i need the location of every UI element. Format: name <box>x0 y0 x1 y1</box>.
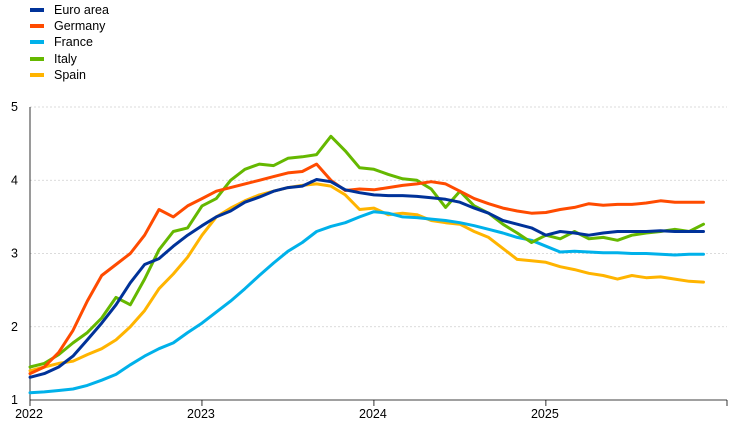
series-lines <box>28 134 705 395</box>
series-line-germany <box>28 162 705 376</box>
y-tick-label: 3 <box>11 247 18 261</box>
series-line-france <box>28 210 705 395</box>
series-line-euro-area <box>28 178 705 379</box>
x-tick-labels: 2022 2023 2024 2025 <box>15 407 559 421</box>
legend-item: France <box>30 34 109 50</box>
legend-item: Italy <box>30 51 109 67</box>
series-line-spain <box>28 182 705 373</box>
x-tick-label: 2022 <box>15 407 43 421</box>
y-tick-labels: 1 2 3 4 5 <box>11 100 18 407</box>
legend-swatch <box>30 24 44 29</box>
legend-label: France <box>54 35 93 50</box>
legend-label: Germany <box>54 19 106 34</box>
x-tick-label: 2025 <box>531 407 559 421</box>
legend-label: Italy <box>54 51 77 66</box>
series-line-italy <box>28 134 705 369</box>
legend-item: Euro area <box>30 2 109 18</box>
legend-swatch <box>30 72 44 77</box>
legend-swatch <box>30 40 44 45</box>
gridlines <box>30 106 727 328</box>
legend-item: Germany <box>30 18 109 34</box>
legend-swatch <box>30 56 44 61</box>
y-tick-label: 2 <box>11 320 18 334</box>
y-tick-label: 1 <box>11 393 18 407</box>
axes <box>29 107 728 406</box>
legend-label: Spain <box>54 67 86 82</box>
y-tick-label: 4 <box>11 173 18 187</box>
x-tick-label: 2023 <box>187 407 215 421</box>
legend-swatch <box>30 8 44 13</box>
legend-item: Spain <box>30 67 109 83</box>
x-tick-label: 2024 <box>359 407 387 421</box>
legend: Euro area Germany France Italy Spain <box>30 2 109 83</box>
y-tick-label: 5 <box>11 100 18 114</box>
legend-label: Euro area <box>54 3 109 18</box>
